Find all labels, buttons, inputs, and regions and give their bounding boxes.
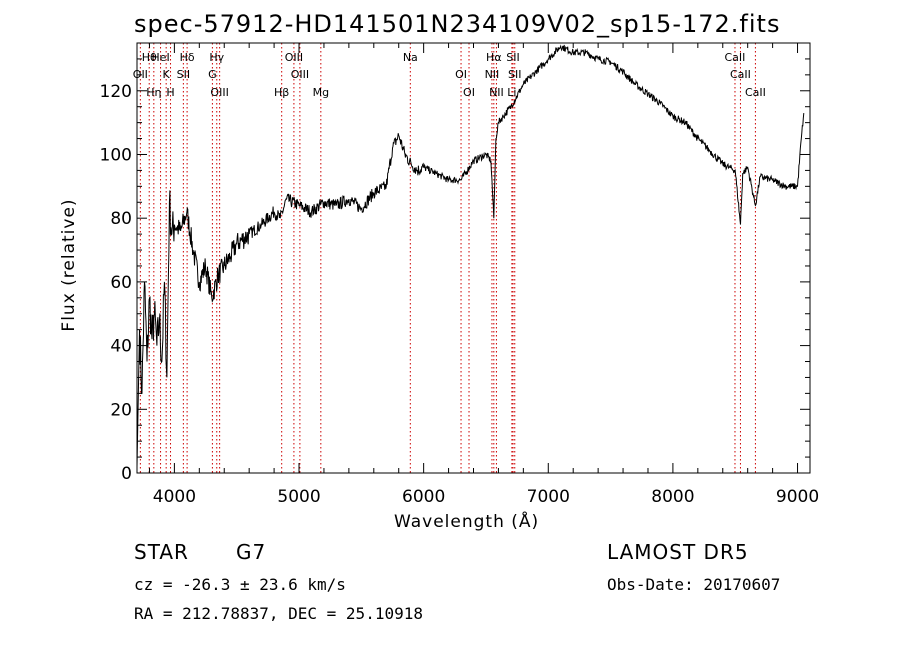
y-tick-label: 0 [121, 464, 132, 484]
y-tick-label: 40 [110, 337, 132, 357]
x-tick-label: 8000 [651, 487, 694, 507]
y-tick-label: 100 [100, 145, 132, 165]
line-marker-label: Li [507, 86, 516, 99]
line-marker-label: OIII [210, 86, 228, 99]
line-marker-label: CaII [725, 51, 746, 64]
line-marker-label: CaII [745, 86, 766, 99]
x-axis-ticks: 4000 5000 6000 7000 8000 9000 [148, 43, 819, 507]
x-axis-label: Wavelength (Å) [394, 512, 540, 532]
y-tick-label: 20 [110, 400, 132, 420]
line-marker-label: Hβ [274, 86, 289, 99]
y-tick-label: 60 [110, 273, 132, 293]
line-marker-label: OI [455, 68, 467, 81]
chart-title: spec-57912-HD141501N234109V02_sp15-172.f… [134, 10, 781, 38]
y-tick-label: 120 [100, 82, 132, 102]
line-marker-label: OII [133, 68, 148, 81]
line-marker-label: Hα [486, 51, 502, 64]
y-axis-ticks: 0 20 40 60 80 100 120 [100, 58, 810, 484]
line-markers [139, 43, 756, 473]
x-tick-label: 7000 [527, 487, 570, 507]
line-marker-labels: HθOIIHηHeIKHHδSIIOIIIHγGHβOIIIOIIIMgNaOI… [133, 51, 766, 99]
subclass: G7 [236, 540, 267, 564]
survey-name: LAMOST DR5 [607, 540, 749, 564]
object-type: STAR [134, 540, 189, 564]
line-marker-label: SII [508, 68, 521, 81]
line-marker-label: Hγ [209, 51, 224, 64]
line-marker-label: SII [506, 51, 519, 64]
velocity-readout: cz = -26.3 ± 23.6 km/s [134, 575, 346, 594]
y-tick-label: 80 [110, 209, 132, 229]
spectrum-line [136, 44, 805, 467]
line-marker-label: SII [177, 68, 190, 81]
line-marker-label: OIII [291, 68, 309, 81]
x-tick-label: 4000 [153, 487, 196, 507]
line-marker-label: CaII [730, 68, 751, 81]
line-marker-label: OIII [285, 51, 303, 64]
line-marker-label: HeI [151, 51, 169, 64]
line-marker-label: NII [489, 86, 504, 99]
line-marker-label: Hδ [180, 51, 195, 64]
coordinates: RA = 212.78837, DEC = 25.10918 [134, 604, 423, 623]
line-marker-label: K [163, 68, 171, 81]
line-marker-label: Hη [146, 86, 161, 99]
line-marker-label: Mg [313, 86, 329, 99]
line-marker-label: Na [403, 51, 418, 64]
line-marker-label: H [166, 86, 174, 99]
plot-frame [136, 42, 811, 474]
x-tick-label: 6000 [402, 487, 445, 507]
line-marker-label: G [208, 68, 217, 81]
obs-date: Obs-Date: 20170607 [607, 575, 781, 594]
y-axis-label: Flux (relative) [59, 198, 79, 331]
x-tick-label: 9000 [776, 487, 819, 507]
x-tick-label: 5000 [277, 487, 320, 507]
line-marker-label: NII [485, 68, 500, 81]
line-marker-label: Hθ [142, 51, 157, 64]
line-marker-label: OI [463, 86, 475, 99]
